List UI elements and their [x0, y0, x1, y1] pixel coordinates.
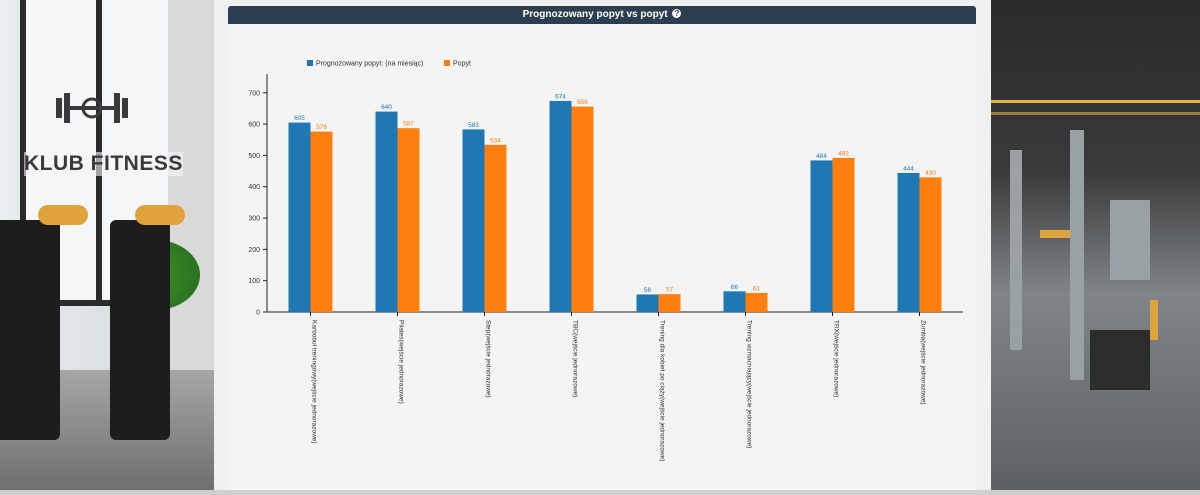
- bar-value-label: 444: [903, 165, 914, 172]
- treadmill: [110, 220, 170, 440]
- bar-value-label: 587: [403, 121, 414, 128]
- bar-value-label: 57: [666, 287, 674, 294]
- x-tick-label: TRX(wejście jednorazowe): [833, 320, 840, 397]
- legend-label: Prognozowany popyt: (na miesiąc): [316, 61, 423, 68]
- bar-value-label: 430: [925, 170, 936, 177]
- treadmill: [0, 220, 60, 440]
- y-tick-label: 0: [256, 310, 260, 317]
- x-tick-label: Step(wejście jednorazowe): [485, 320, 492, 398]
- background-photo-right: [990, 0, 1200, 490]
- background-photo-left: KLUB FITNESS: [0, 0, 215, 490]
- bar-value-label: 674: [555, 93, 566, 100]
- y-tick-label: 600: [248, 122, 260, 129]
- bar-value-label: 61: [753, 285, 761, 292]
- bar-value-label: 640: [381, 104, 392, 111]
- dumbbell-logo-icon: [56, 93, 128, 123]
- bar-value-label: 56: [644, 287, 652, 294]
- bar: [658, 294, 681, 312]
- bar-value-label: 484: [816, 153, 827, 160]
- bar: [571, 106, 594, 312]
- legend-swatch: [307, 60, 313, 66]
- chart-card: 0 100 200 300 400 500 600 700 605 576 Karbobuł tre…: [228, 24, 976, 490]
- bar-value-label: 656: [577, 99, 588, 106]
- bar: [832, 157, 855, 312]
- x-tick-label: Trening dla kobiet po ciąży(wejście jedn…: [659, 320, 666, 461]
- bar: [810, 160, 833, 312]
- bar: [288, 122, 311, 312]
- bar: [549, 100, 572, 312]
- main-panel: Prognozowany popyt vs popyt ? 0 100 200 300…: [214, 0, 991, 490]
- bar: [636, 294, 659, 312]
- bar-value-label: 576: [316, 124, 327, 131]
- bar: [897, 172, 920, 312]
- gym-logo-text: KLUB FITNESS: [24, 152, 183, 176]
- bar: [397, 128, 420, 312]
- x-tick-label: Pilates(wejście jednorazowe): [398, 320, 405, 404]
- bar-value-label: 66: [731, 284, 739, 291]
- bar-value-label: 534: [490, 137, 501, 144]
- y-tick-label: 200: [248, 247, 260, 254]
- bar: [723, 291, 746, 312]
- y-tick-label: 300: [248, 216, 260, 223]
- help-icon[interactable]: ?: [672, 8, 682, 18]
- bar-value-label: 583: [468, 122, 479, 129]
- bar: [484, 144, 507, 312]
- x-tick-label: Karbobuł treningowy(wejście jednorazowe): [311, 320, 318, 444]
- bar-chart: 0 100 200 300 400 500 600 700 605 576 Karbobuł tre…: [248, 60, 963, 461]
- bar: [310, 131, 333, 312]
- y-tick-label: 700: [248, 90, 260, 97]
- legend-swatch: [444, 60, 450, 66]
- y-tick-label: 100: [248, 278, 260, 285]
- chart-header: Prognozowany popyt vs popyt ?: [228, 6, 976, 24]
- x-tick-label: TBC(wejście jednorazowe): [572, 320, 579, 397]
- y-tick-label: 500: [248, 153, 260, 160]
- x-tick-label: Zumba(wejście jednorazowe): [920, 320, 927, 405]
- bar-value-label: 492: [838, 150, 849, 157]
- x-tick-label: Trening wzmacniający(wejście jednorazowe…: [746, 320, 753, 448]
- chart-title: Prognozowany popyt vs popyt: [522, 9, 668, 20]
- legend-label: Popyt: [453, 61, 471, 68]
- bar: [745, 292, 768, 312]
- bar-value-label: 605: [294, 115, 305, 122]
- y-tick-label: 400: [248, 184, 260, 191]
- bar: [462, 129, 485, 312]
- bar: [375, 111, 398, 312]
- bar: [919, 177, 942, 312]
